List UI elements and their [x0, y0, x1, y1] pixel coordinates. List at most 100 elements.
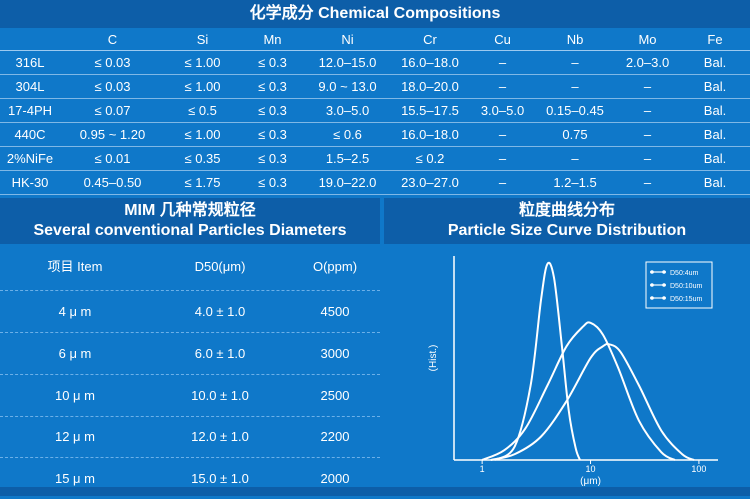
table-cell: ≤ 0.3	[240, 122, 305, 147]
table-cell: 18.0–20.0	[390, 74, 470, 99]
table-cell: 4500	[320, 304, 350, 319]
table-cell: 10 μ m	[54, 388, 95, 403]
table-cell: ≤ 0.3	[240, 98, 305, 123]
table-row: 440C 0.95 ~ 1.20 ≤ 1.00 ≤ 0.3 ≤ 0.6 16.0…	[0, 122, 750, 147]
particle-size-chart: 1 10 100 (μm) (Hist.) D50:4um D50:10um D50:15u…	[428, 256, 718, 487]
col-header: Cu	[470, 28, 535, 51]
x-axis-label: (μm)	[580, 476, 601, 487]
chart-title: 粒度曲线分布 Particle Size Curve Distribution	[384, 198, 750, 244]
col-header: Mo	[615, 28, 680, 51]
table-cell: –	[470, 170, 535, 195]
col-header: Mn	[240, 28, 305, 51]
table-cell: 16.0–18.0	[390, 50, 470, 75]
table-cell: 1.2–1.5	[535, 170, 615, 195]
table-cell: 2200	[320, 429, 350, 444]
table-cell: –	[535, 146, 615, 171]
table-cell: –	[470, 146, 535, 171]
table-cell: ≤ 0.07	[60, 98, 165, 123]
table-cell: 316L	[0, 50, 60, 75]
table-cell: ≤ 0.01	[60, 146, 165, 171]
table-cell: Bal.	[680, 50, 750, 75]
col-header: 项目 Item	[47, 259, 103, 274]
table-cell: 6 μ m	[58, 346, 92, 361]
table-row: 15 μ m 15.0 ± 1.0 2000	[0, 458, 380, 499]
table-cell: 9.0 ~ 13.0	[305, 74, 390, 99]
table-cell: 12 μ m	[54, 429, 95, 444]
table-cell: 440C	[0, 122, 60, 147]
table-cell: 4.0 ± 1.0	[194, 304, 246, 319]
table-cell: 6.0 ± 1.0	[194, 346, 246, 361]
table-cell: 0.95 ~ 1.20	[60, 122, 165, 147]
table-cell: ≤ 0.3	[240, 170, 305, 195]
table-cell: 3.0–5.0	[470, 98, 535, 123]
table-cell: ≤ 0.5	[165, 98, 240, 123]
table-cell: ≤ 0.03	[60, 50, 165, 75]
table-row: 2%NiFe ≤ 0.01 ≤ 0.35 ≤ 0.3 1.5–2.5 ≤ 0.2…	[0, 146, 750, 171]
table-cell: 15 μ m	[54, 471, 95, 486]
table-cell: 2%NiFe	[0, 146, 60, 171]
table-cell: 2500	[320, 388, 350, 403]
col-header: Cr	[390, 28, 470, 51]
chart-title-cn: 粒度曲线分布	[518, 202, 615, 219]
table-row: 10 μ m 10.0 ± 1.0 2500	[0, 375, 380, 417]
table-cell: –	[615, 98, 680, 123]
table-cell: Bal.	[680, 74, 750, 99]
col-header: Nb	[535, 28, 615, 51]
legend-marker	[662, 283, 666, 287]
table-cell: 0.75	[535, 122, 615, 147]
table-cell: –	[615, 146, 680, 171]
table-cell: ≤ 0.2	[390, 146, 470, 171]
legend-box	[645, 261, 713, 309]
x-tick-label: 100	[691, 464, 706, 474]
col-header: C	[60, 28, 165, 51]
legend-marker	[650, 283, 654, 287]
table-cell: 4 μ m	[58, 304, 92, 319]
series-line	[481, 321, 676, 461]
table-cell: 0.15–0.45	[535, 98, 615, 123]
legend-marker	[650, 296, 654, 300]
table-cell: 1.5–2.5	[305, 146, 390, 171]
table-cell: –	[615, 170, 680, 195]
table-cell: ≤ 0.35	[165, 146, 240, 171]
table-cell: 15.0 ± 1.0	[191, 471, 249, 486]
table-cell: 304L	[0, 74, 60, 99]
table-cell: ≤ 0.3	[240, 50, 305, 75]
col-header: O(ppm)	[312, 259, 358, 274]
bottom-bar	[0, 487, 750, 496]
y-axis-label: (Hist.)	[428, 345, 439, 372]
table-cell: Bal.	[680, 146, 750, 171]
table-cell: 23.0–27.0	[390, 170, 470, 195]
chart-legend: D50:4um D50:10um D50:15um	[645, 261, 713, 309]
chart-lines	[481, 261, 695, 461]
table-row: 304L ≤ 0.03 ≤ 1.00 ≤ 0.3 9.0 ~ 13.0 18.0…	[0, 74, 750, 99]
table-cell: –	[615, 122, 680, 147]
table-cell: 15.5–17.5	[390, 98, 470, 123]
series-line	[493, 261, 581, 461]
table-row: 316L ≤ 0.03 ≤ 1.00 ≤ 0.3 12.0–15.0 16.0–…	[0, 50, 750, 75]
table-cell: Bal.	[680, 122, 750, 147]
table-cell: –	[615, 74, 680, 99]
diameters-header-row: 项目 Item D50(μm) O(ppm)	[0, 244, 380, 291]
series-line	[490, 342, 695, 461]
composition-table: C Si Mn Ni Cr Cu Nb Mo Fe 316L ≤ 0.03 ≤ …	[0, 28, 750, 195]
table-row: 17-4PH ≤ 0.07 ≤ 0.5 ≤ 0.3 3.0–5.0 15.5–1…	[0, 98, 750, 123]
table-row: 6 μ m 6.0 ± 1.0 3000	[0, 333, 380, 375]
table-cell: ≤ 1.00	[165, 50, 240, 75]
table-cell: HK-30	[0, 170, 60, 195]
table-cell: –	[470, 50, 535, 75]
table-cell: Bal.	[680, 98, 750, 123]
table-cell: 0.45–0.50	[60, 170, 165, 195]
table-cell: 10.0 ± 1.0	[191, 388, 249, 403]
x-tick-label: 10	[586, 464, 596, 474]
table-cell: 2.0–3.0	[615, 50, 680, 75]
table-cell: –	[535, 74, 615, 99]
table-cell: ≤ 1.00	[165, 74, 240, 99]
legend-marker	[662, 270, 666, 274]
chart-axes: 1 10 100 (μm) (Hist.)	[428, 256, 718, 487]
table-cell: 3.0–5.0	[305, 98, 390, 123]
table-row: 4 μ m 4.0 ± 1.0 4500	[0, 291, 380, 333]
table-cell: ≤ 1.00	[165, 122, 240, 147]
table-cell: –	[535, 50, 615, 75]
chart-title-en: Particle Size Curve Distribution	[447, 222, 687, 239]
table-cell: ≤ 1.75	[165, 170, 240, 195]
